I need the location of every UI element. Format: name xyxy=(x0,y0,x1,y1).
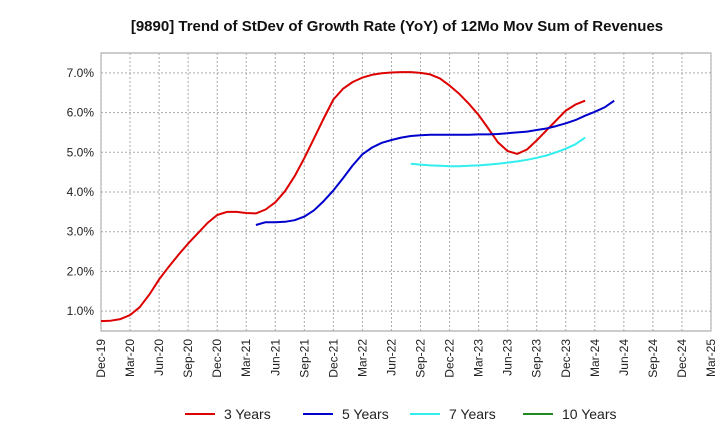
series-line-5-years xyxy=(255,99,615,226)
x-tick-label: Mar-25 xyxy=(704,339,718,377)
y-tick-label: 7.0% xyxy=(67,66,95,80)
y-tick-label: 5.0% xyxy=(67,145,95,159)
x-tick-label: Jun-22 xyxy=(384,339,398,376)
x-tick-label: Jun-24 xyxy=(617,339,631,376)
x-tick-label: Sep-23 xyxy=(530,339,544,378)
legend-label: 3 Years xyxy=(224,406,271,422)
grid-lines xyxy=(100,53,712,331)
x-tick-label: Mar-21 xyxy=(239,339,253,377)
x-tick-label: Jun-20 xyxy=(152,339,166,376)
x-tick-label: Dec-21 xyxy=(326,339,340,378)
x-tick-label: Dec-23 xyxy=(559,339,573,378)
x-tick-label: Mar-22 xyxy=(355,339,369,377)
x-tick-label: Dec-19 xyxy=(94,339,108,378)
series-line-7-years xyxy=(410,136,586,168)
chart-title: [9890] Trend of StDev of Growth Rate (Yo… xyxy=(131,18,663,35)
series-line-3-years xyxy=(100,71,586,323)
x-tick-label: Jun-21 xyxy=(268,339,282,376)
x-tick-label: Sep-24 xyxy=(646,339,660,378)
y-tick-label: 3.0% xyxy=(67,225,95,239)
x-tick-label: Mar-23 xyxy=(472,339,486,377)
legend-label: 10 Years xyxy=(562,406,617,422)
x-tick-label: Dec-22 xyxy=(443,339,457,378)
x-axis: Dec-19 Mar-20 Jun-20 Sep-20 Dec-20 Mar-21 Jun-… xyxy=(94,339,718,378)
y-tick-label: 1.0% xyxy=(67,304,95,318)
x-tick-label: Mar-24 xyxy=(588,339,602,377)
x-tick-label: Sep-20 xyxy=(181,339,195,378)
x-tick-label: Mar-20 xyxy=(123,339,137,377)
legend-label: 7 Years xyxy=(449,406,496,422)
legend: 3 Years 5 Years 7 Years 10 Years xyxy=(185,406,617,422)
legend-label: 5 Years xyxy=(342,406,389,422)
y-tick-label: 6.0% xyxy=(67,106,95,120)
y-axis: 1.0% 2.0% 3.0% 4.0% 5.0% 6.0% 7.0% xyxy=(67,66,95,318)
series-lines xyxy=(100,71,615,323)
x-tick-label: Dec-20 xyxy=(210,339,224,378)
x-tick-label: Dec-24 xyxy=(675,339,689,378)
y-tick-label: 2.0% xyxy=(67,264,95,278)
x-tick-label: Jun-23 xyxy=(501,339,515,376)
y-tick-label: 4.0% xyxy=(67,185,95,199)
x-tick-label: Sep-22 xyxy=(414,339,428,378)
x-tick-label: Sep-21 xyxy=(297,339,311,378)
